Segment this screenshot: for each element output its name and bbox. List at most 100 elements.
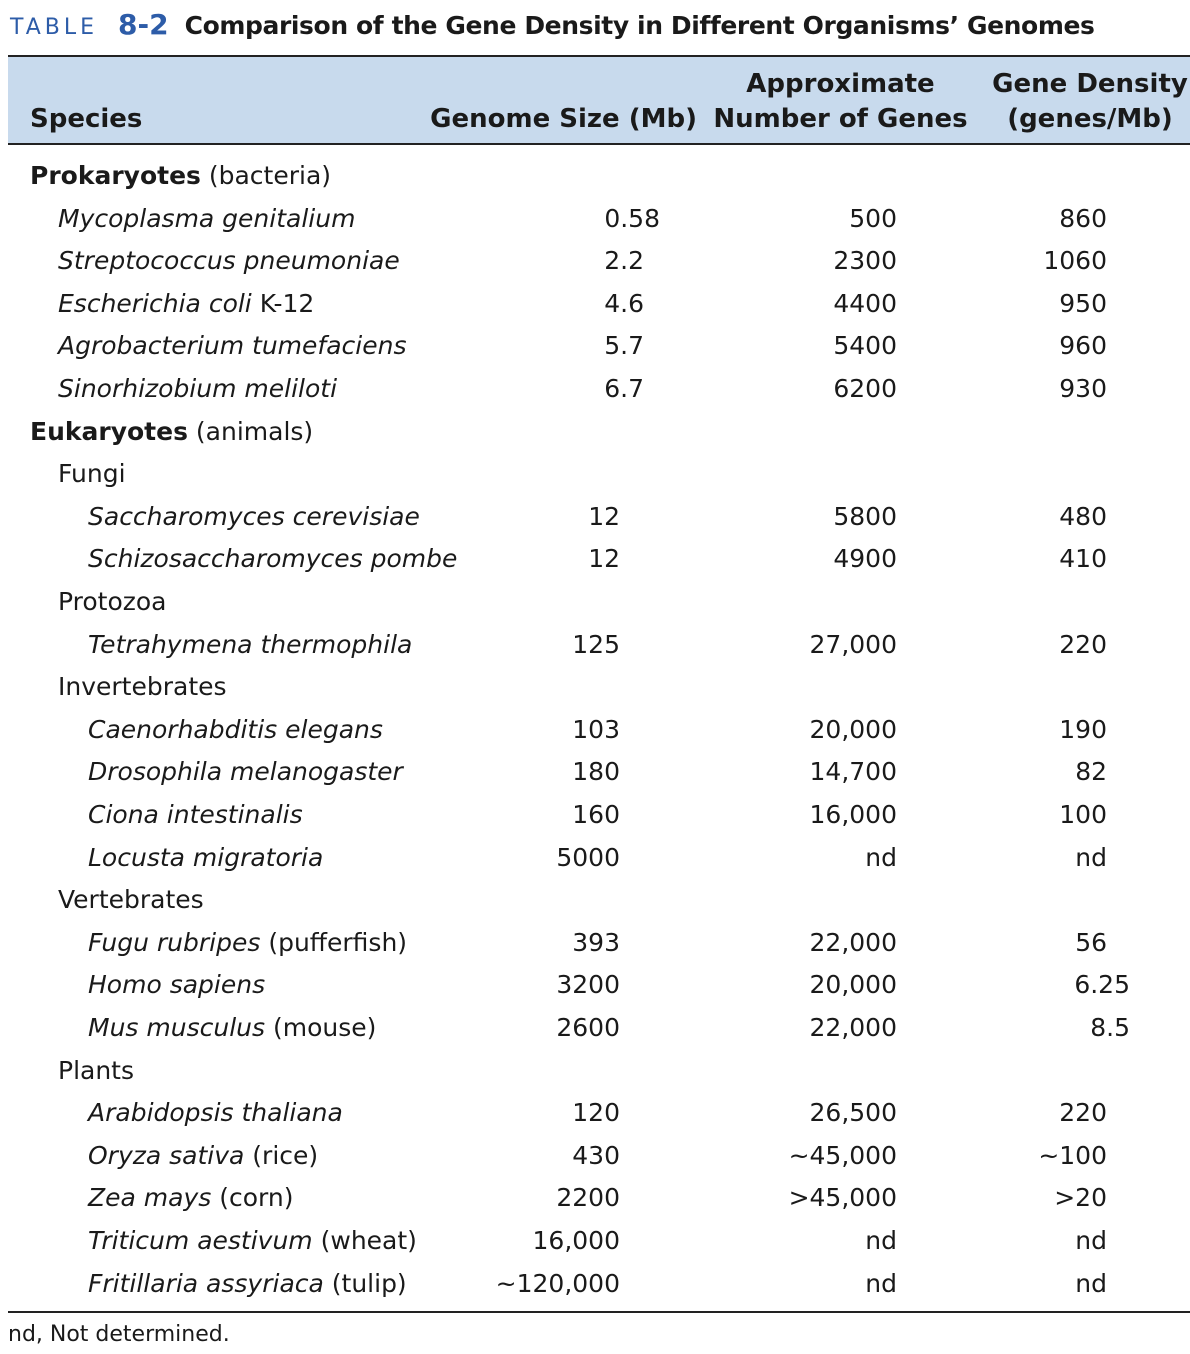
species-name: Saccharomyces cerevisiae bbox=[88, 501, 420, 531]
genome-size-cell: 180 bbox=[572, 757, 620, 787]
species-name: Sinorhizobium meliloti bbox=[58, 374, 338, 403]
species-note: (corn) bbox=[211, 1183, 294, 1213]
gene-density-cell: 100 bbox=[1059, 800, 1107, 829]
gene-density-cell: ~100 bbox=[1038, 1140, 1107, 1170]
gene-density-cell: 82 bbox=[1075, 757, 1107, 787]
subcategory-row: Plants bbox=[0, 1050, 1190, 1092]
gene-count-cell: 20,000 bbox=[809, 714, 897, 744]
subcategory-name: Invertebrates bbox=[58, 672, 227, 702]
subcategory-name: Plants bbox=[58, 1055, 135, 1085]
species-cell: Homo sapiens bbox=[88, 964, 265, 1006]
table-row: Caenorhabditis elegans 103 20,000 190 bbox=[0, 709, 1190, 751]
species-name: Ciona intestinalis bbox=[88, 800, 303, 829]
header-number-of-genes: Approximate Number of Genes bbox=[708, 67, 973, 137]
table-row: Homo sapiens 3200 20,000 6.25 bbox=[0, 964, 1190, 1006]
category-name: Prokaryotes bbox=[30, 161, 201, 190]
header-genes-line2: Number of Genes bbox=[713, 104, 968, 134]
species-cell: Locusta migratoria bbox=[88, 837, 323, 879]
species-note: (rice) bbox=[244, 1140, 319, 1170]
species-name: Tetrahymena thermophila bbox=[88, 629, 413, 659]
gene-density-cell: 860 bbox=[1059, 203, 1107, 233]
gene-count-cell: ~45,000 bbox=[788, 1140, 897, 1170]
gene-count-cell: 16,000 bbox=[809, 800, 897, 829]
subcategory-name: Fungi bbox=[58, 459, 126, 489]
species-cell: Schizosaccharomyces pombe bbox=[88, 538, 457, 580]
gene-count-cell: nd bbox=[865, 1226, 897, 1255]
species-name: Escherichia coli bbox=[58, 288, 252, 318]
subcategory-row: Vertebrates bbox=[0, 879, 1190, 921]
genome-size-cell: 16,000 bbox=[532, 1226, 620, 1255]
species-name: Fugu rubripes bbox=[88, 927, 261, 957]
species-cell: Zea mays (corn) bbox=[88, 1177, 293, 1219]
genome-size-cell: 5000 bbox=[556, 842, 620, 872]
table-row: Schizosaccharomyces pombe 12 4900 410 bbox=[0, 538, 1190, 580]
species-cell: Mus musculus (mouse) bbox=[88, 1007, 376, 1049]
gene-density-cell: 220 bbox=[1059, 629, 1107, 659]
table-row: Locusta migratoria 5000 nd nd bbox=[0, 837, 1190, 879]
species-note: (mouse) bbox=[265, 1013, 377, 1042]
species-note: (tulip) bbox=[323, 1268, 407, 1298]
genome-size-cell: 12 bbox=[588, 544, 620, 574]
gene-density-cell: 56 bbox=[1075, 927, 1107, 957]
gene-count-cell: >45,000 bbox=[788, 1183, 897, 1213]
header-genome-size: Genome Size (Mb) bbox=[430, 104, 697, 134]
species-cell: Ciona intestinalis bbox=[88, 794, 303, 836]
gene-density-cell: >20 bbox=[1054, 1183, 1107, 1213]
species-cell: Oryza sativa (rice) bbox=[88, 1135, 318, 1177]
header-density-line2: (genes/Mb) bbox=[1007, 104, 1173, 134]
species-cell: Eukaryotes (animals) bbox=[30, 411, 313, 453]
gene-count-cell: 22,000 bbox=[809, 1013, 897, 1042]
subcategory-row: Invertebrates bbox=[0, 666, 1190, 708]
table-row: Zea mays (corn) 2200 >45,000 >20 bbox=[0, 1177, 1190, 1219]
species-cell: Streptococcus pneumoniae bbox=[58, 240, 400, 282]
species-name: Caenorhabditis elegans bbox=[88, 714, 383, 744]
species-cell: Prokaryotes (bacteria) bbox=[30, 155, 331, 197]
species-name: Triticum aestivum bbox=[88, 1226, 313, 1255]
gene-density-cell: 410 bbox=[1059, 544, 1107, 574]
header-rule bbox=[8, 143, 1190, 145]
genome-size-cell: 2.2 bbox=[604, 246, 644, 276]
header-genes-line1: Approximate bbox=[746, 69, 935, 99]
species-note: (wheat) bbox=[312, 1226, 417, 1255]
species-cell: Fritillaria assyriaca (tulip) bbox=[88, 1263, 407, 1305]
table-number: 8-2 bbox=[118, 8, 169, 41]
species-cell: Sinorhizobium meliloti bbox=[58, 368, 337, 410]
genome-size-cell: 103 bbox=[572, 714, 620, 744]
genome-size-cell: 430 bbox=[572, 1140, 620, 1170]
gene-density-cell: nd bbox=[1075, 1268, 1107, 1298]
gene-count-cell: nd bbox=[865, 1268, 897, 1298]
table-row: Agrobacterium tumefaciens 5.7 5400 960 bbox=[0, 325, 1190, 367]
table-row: Mus musculus (mouse) 2600 22,000 8.5 bbox=[0, 1007, 1190, 1049]
genome-size-cell: 2600 bbox=[556, 1013, 620, 1042]
genome-size-cell: 393 bbox=[572, 927, 620, 957]
genome-size-cell: 125 bbox=[572, 629, 620, 659]
genome-size-cell: 5.7 bbox=[604, 331, 644, 361]
subcategory-name: Vertebrates bbox=[58, 885, 204, 915]
table-row: Triticum aestivum (wheat) 16,000 nd nd bbox=[0, 1220, 1190, 1262]
genome-size-cell: 2200 bbox=[556, 1183, 620, 1213]
species-name: Schizosaccharomyces pombe bbox=[88, 544, 458, 574]
gene-count-cell: 6200 bbox=[833, 374, 897, 403]
gene-density-cell: 950 bbox=[1059, 288, 1107, 318]
genome-size-cell: 0.58 bbox=[604, 203, 660, 233]
species-cell: Drosophila melanogaster bbox=[88, 751, 403, 793]
table-row: Fugu rubripes (pufferfish) 393 22,000 56 bbox=[0, 922, 1190, 964]
header-species: Species bbox=[30, 104, 143, 134]
gene-count-cell: 22,000 bbox=[809, 927, 897, 957]
gene-density-cell: 480 bbox=[1059, 501, 1107, 531]
species-name: Streptococcus pneumoniae bbox=[58, 246, 400, 276]
genome-size-cell: 6.7 bbox=[604, 374, 644, 403]
header-density-line1: Gene Density bbox=[992, 69, 1188, 99]
species-cell: Caenorhabditis elegans bbox=[88, 709, 383, 751]
species-name: Locusta migratoria bbox=[88, 842, 324, 872]
species-name: Drosophila melanogaster bbox=[88, 757, 403, 787]
species-note: (pufferfish) bbox=[260, 927, 408, 957]
footnote: nd, Not determined. bbox=[8, 1322, 230, 1347]
gene-count-cell: 5800 bbox=[833, 501, 897, 531]
category-name: Eukaryotes bbox=[30, 416, 188, 446]
gene-count-cell: 20,000 bbox=[809, 970, 897, 1000]
table-row: Drosophila melanogaster 180 14,700 82 bbox=[0, 751, 1190, 793]
genome-size-cell: 160 bbox=[572, 800, 620, 829]
species-note: (bacteria) bbox=[200, 161, 332, 190]
species-cell: Fugu rubripes (pufferfish) bbox=[88, 922, 407, 964]
